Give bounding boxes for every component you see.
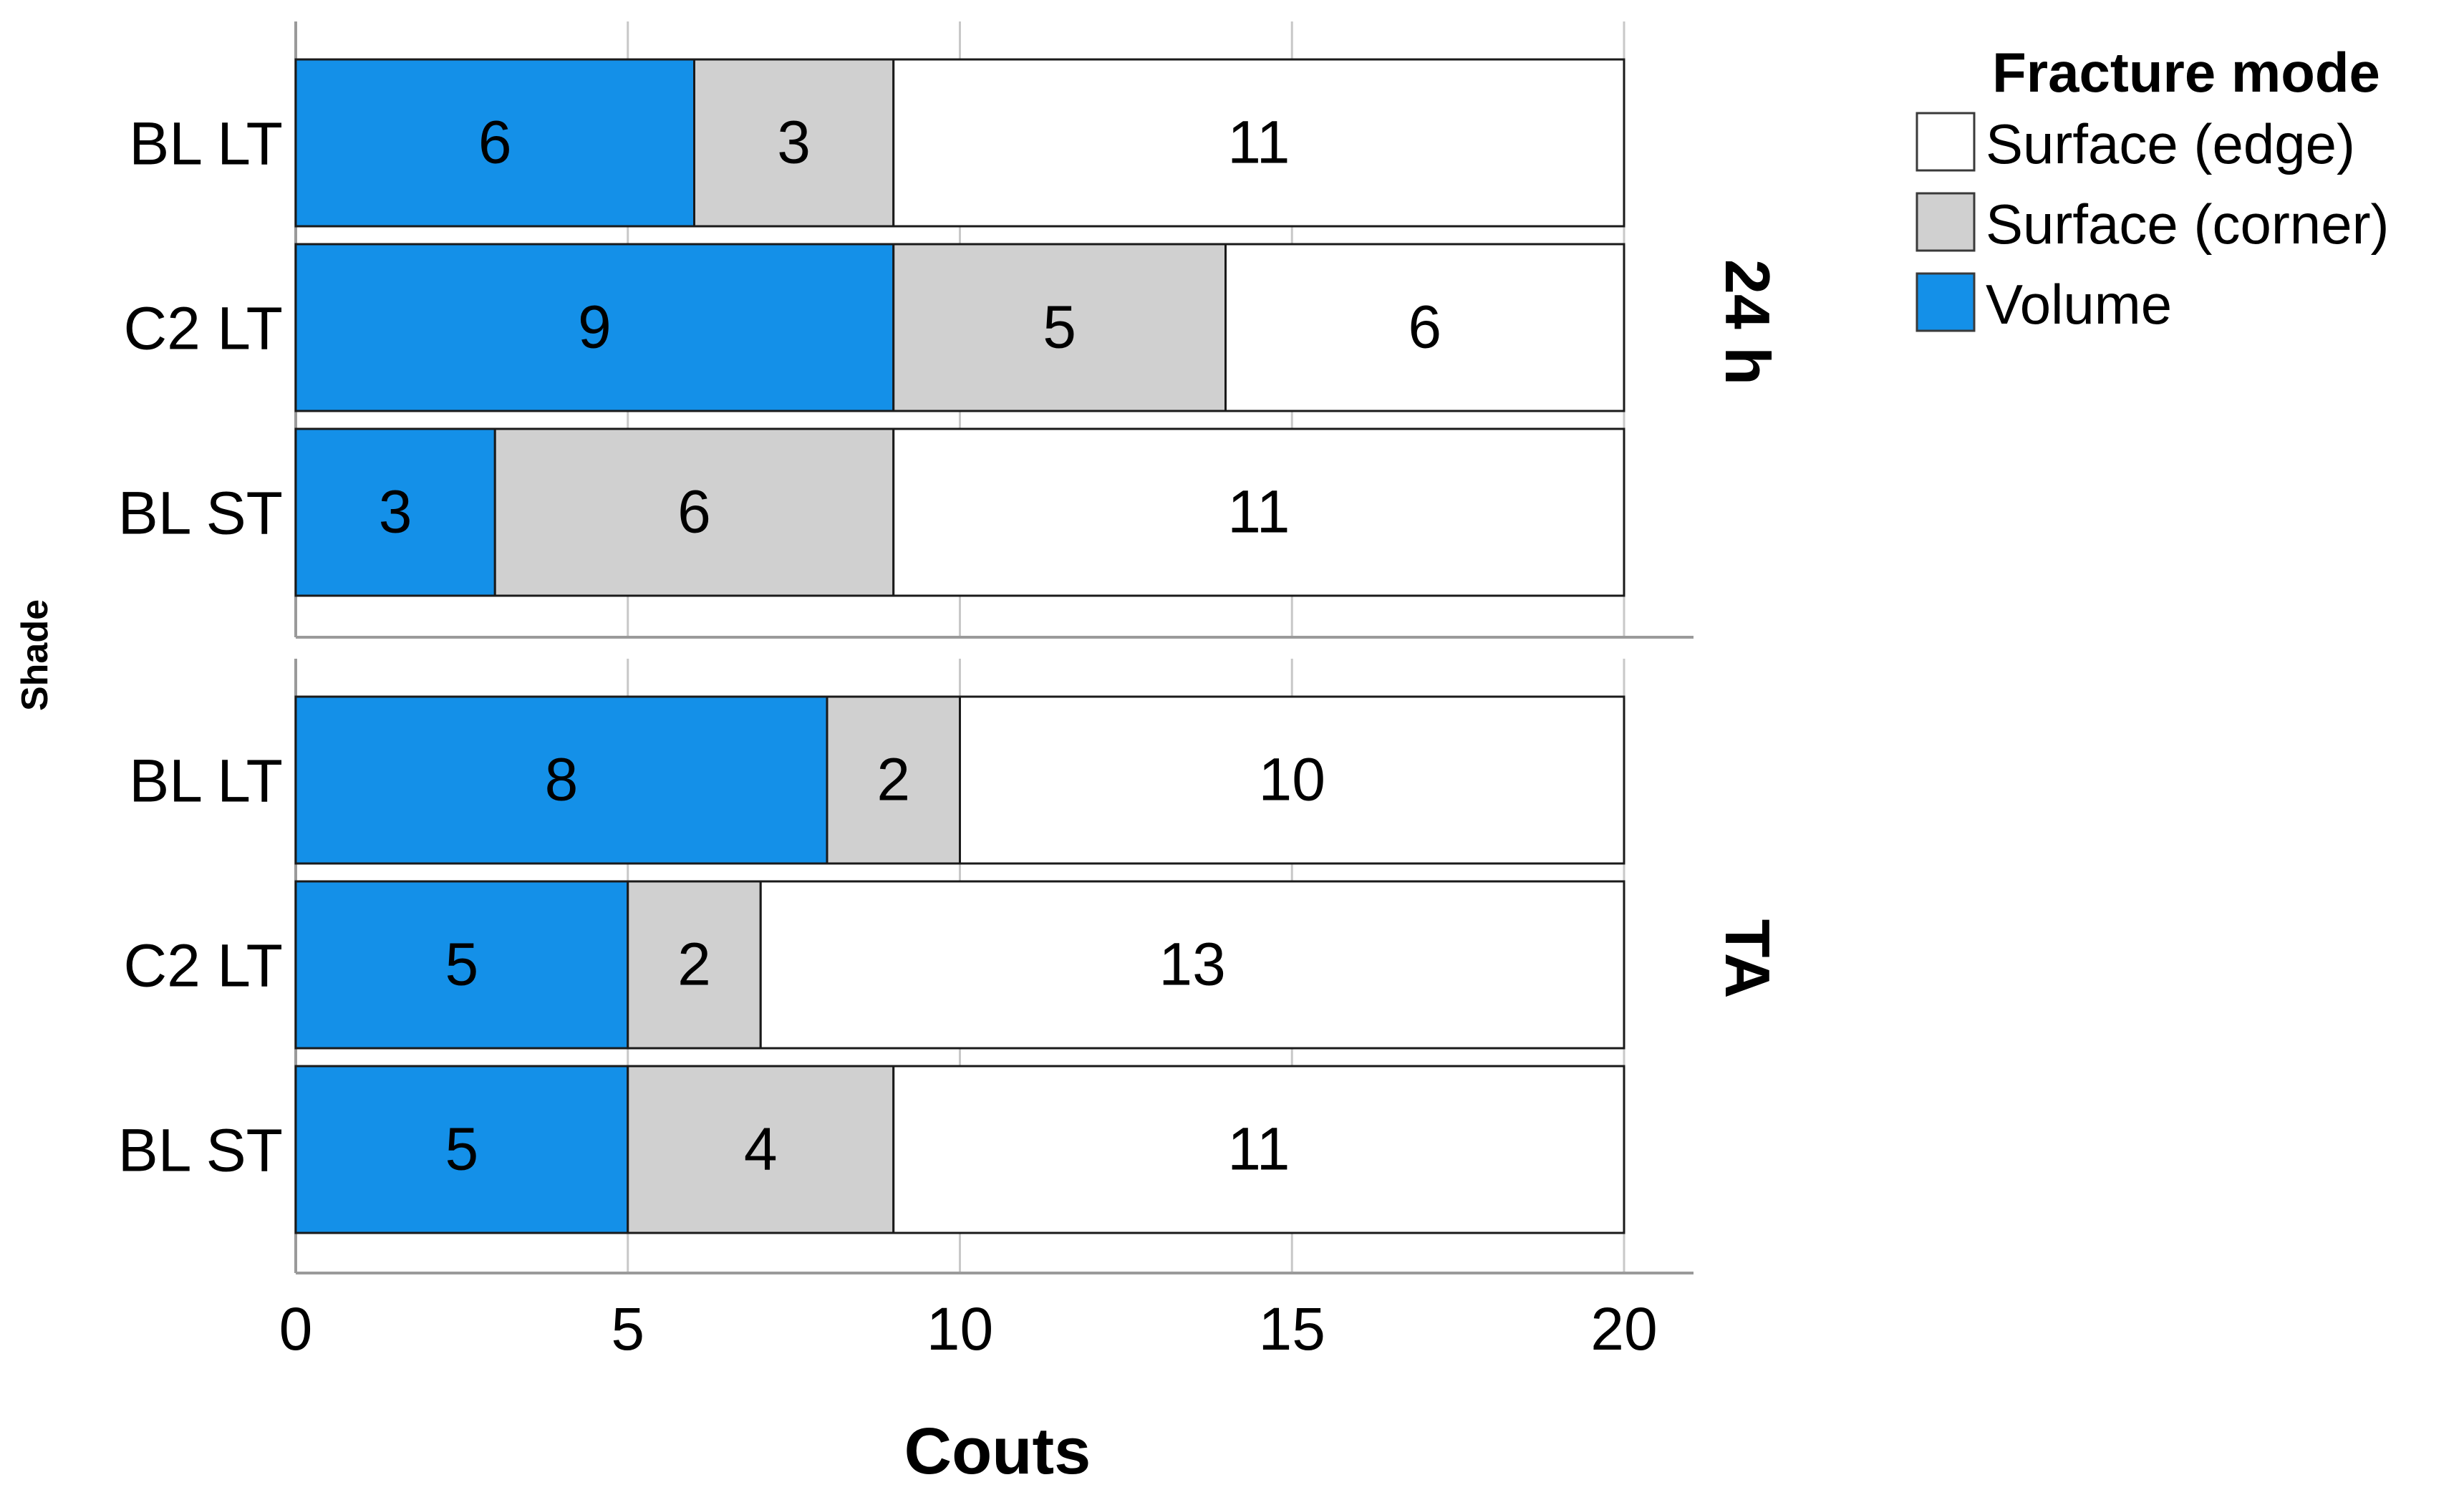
bar-segment-surface-corner (627, 880, 762, 1050)
x-tick-label-20: 20 (1590, 1295, 1657, 1363)
data-label: 2 (677, 931, 711, 998)
data-label: 11 (1227, 1116, 1290, 1183)
x-tick-label-5: 5 (611, 1295, 644, 1363)
data-label: 4 (744, 1116, 778, 1183)
legend-title: Fracture mode (1992, 41, 2380, 104)
data-label: 3 (379, 478, 412, 546)
bar-segment-surface-corner (693, 58, 895, 228)
x-tick-label-10: 10 (927, 1295, 993, 1363)
bar-segment-volume (294, 880, 629, 1050)
category-label: C2 LT (123, 932, 283, 1000)
legend-label: Surface (edge) (1986, 112, 2355, 175)
bars: 6 3 11 9 5 6 3 6 11 8 2 10 5 2 13 5 4 11 (294, 58, 1625, 1234)
data-label: 13 (1159, 931, 1225, 998)
x-tick-labels: 0 5 10 15 20 (279, 1295, 1658, 1363)
data-label: 11 (1227, 478, 1290, 546)
data-label: 2 (876, 746, 910, 813)
data-label: 6 (677, 478, 711, 546)
bar-segment-surface-edge (892, 1065, 1625, 1234)
legend: Fracture mode Surface (edge) Surface (cor… (1915, 41, 2390, 336)
x-tick-label-0: 0 (279, 1295, 313, 1363)
panel-label: 24 h (1712, 259, 1783, 385)
legend-swatch (1915, 272, 1976, 332)
data-label: 9 (578, 294, 612, 361)
bar-segment-volume (294, 1065, 629, 1234)
category-labels: BL LT C2 LT BL ST BL LT C2 LT BL ST (118, 110, 283, 1184)
bar-segment-volume (294, 427, 496, 597)
data-label: 10 (1259, 746, 1325, 813)
x-axis-title: Couts (904, 1415, 1091, 1488)
category-label: BL ST (118, 480, 283, 547)
bar-segment-surface-edge (892, 58, 1625, 228)
bar-segment-surface-edge (759, 880, 1625, 1050)
bar-segment-surface-edge (1224, 243, 1625, 412)
category-label: BL ST (118, 1117, 283, 1184)
data-label: 8 (545, 746, 579, 813)
x-tick-label-15: 15 (1259, 1295, 1325, 1363)
legend-label: Surface (corner) (1986, 193, 2390, 256)
category-label: BL LT (129, 747, 283, 815)
data-label: 5 (1043, 294, 1076, 361)
data-label: 11 (1227, 109, 1290, 176)
panel-label: TA (1712, 919, 1783, 999)
panel-labels: 24 h TA (1712, 259, 1783, 998)
legend-swatch (1915, 112, 1976, 172)
bar-segment-surface-edge (959, 695, 1625, 865)
data-label: 3 (777, 109, 811, 176)
category-label: BL LT (129, 110, 283, 178)
bar-segment-surface-corner (627, 1065, 895, 1234)
bar-segment-surface-edge (892, 427, 1625, 597)
data-label: 6 (478, 109, 512, 176)
bar-segment-volume (294, 243, 895, 412)
bar-segment-surface-corner (493, 427, 895, 597)
legend-swatch (1915, 192, 1976, 252)
y-axis-title: Shade (14, 599, 56, 711)
legend-label: Volume (1986, 273, 2172, 336)
category-label: C2 LT (123, 295, 283, 362)
data-label: 5 (445, 931, 479, 998)
data-label: 5 (445, 1116, 479, 1183)
data-label: 6 (1408, 294, 1441, 361)
bar-segment-surface-corner (826, 695, 961, 865)
